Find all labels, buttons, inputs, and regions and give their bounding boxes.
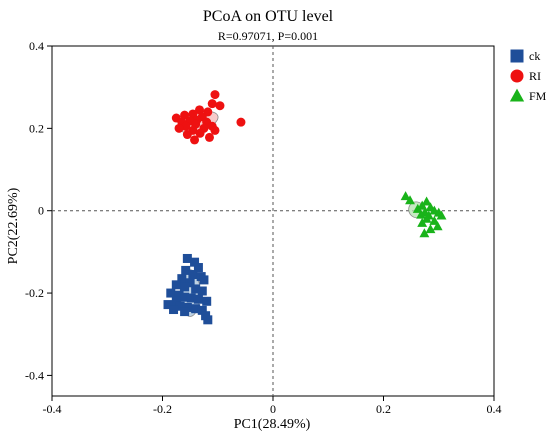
data-point-ck bbox=[180, 307, 190, 317]
data-point-ck bbox=[191, 284, 201, 294]
data-point-ck bbox=[181, 265, 191, 275]
data-point-ck bbox=[177, 274, 187, 284]
data-point-ri bbox=[195, 128, 205, 138]
data-point-ck bbox=[182, 253, 192, 263]
data-point-fm bbox=[405, 195, 415, 205]
y-tick-label: -0.2 bbox=[25, 286, 44, 300]
data-point-ck bbox=[191, 304, 201, 314]
series-ri bbox=[171, 90, 246, 145]
x-axis-title: PC1(28.49%) bbox=[234, 417, 311, 432]
data-point-fm bbox=[419, 228, 430, 238]
data-point-ck bbox=[202, 296, 212, 306]
data-point-fm bbox=[421, 213, 432, 223]
chart-subtitle: R=0.97071, P=0.001 bbox=[218, 29, 318, 43]
data-point-ck bbox=[188, 270, 198, 280]
x-tick-label: 0.2 bbox=[376, 402, 391, 416]
data-point-fm bbox=[400, 191, 411, 201]
y-axis-title: PC2(22.69%) bbox=[6, 187, 21, 264]
chart-title: PCoA on OTU level bbox=[203, 8, 334, 25]
data-point-fm bbox=[429, 215, 440, 225]
y-tick-label: 0.4 bbox=[29, 39, 44, 53]
data-point-fm bbox=[432, 221, 443, 231]
data-point-ck bbox=[180, 292, 190, 302]
data-point-ck bbox=[163, 300, 173, 310]
data-point-ri bbox=[210, 90, 220, 100]
y-tick-label: 0.2 bbox=[29, 121, 44, 135]
legend-label-fm: FM bbox=[529, 89, 547, 103]
data-point-ri bbox=[210, 125, 220, 135]
legend-marker-ck bbox=[510, 49, 524, 63]
data-point-ri bbox=[174, 123, 184, 133]
data-point-ck bbox=[199, 275, 209, 285]
data-point-fm bbox=[425, 224, 436, 234]
data-point-ri bbox=[236, 117, 246, 127]
data-point-ri bbox=[215, 101, 225, 111]
data-point-fm bbox=[421, 196, 432, 206]
data-point-ck bbox=[171, 296, 181, 306]
data-point-ri bbox=[195, 105, 205, 115]
data-point-ck bbox=[185, 278, 195, 288]
data-point-ck bbox=[169, 305, 179, 315]
data-point-ck bbox=[190, 257, 200, 267]
data-point-ck bbox=[171, 280, 181, 290]
data-point-fm bbox=[412, 203, 423, 213]
legend: ck RI FM bbox=[509, 49, 547, 103]
y-tick-label: 0 bbox=[38, 204, 44, 218]
legend-label-ri: RI bbox=[529, 69, 541, 83]
data-point-ck bbox=[175, 301, 185, 311]
series-fm bbox=[400, 191, 447, 238]
data-point-ri bbox=[207, 99, 217, 109]
data-point-ck bbox=[193, 294, 203, 304]
data-point-ck bbox=[174, 290, 184, 300]
x-tick-label: -0.2 bbox=[153, 402, 172, 416]
data-point-ck bbox=[197, 305, 207, 315]
data-point-ck bbox=[166, 288, 176, 298]
data-point-fm bbox=[417, 200, 428, 210]
series-ck bbox=[163, 253, 213, 325]
data-point-ck bbox=[203, 315, 213, 325]
data-point-ri bbox=[182, 130, 192, 140]
data-point-ri bbox=[190, 135, 200, 145]
data-point-ck bbox=[180, 282, 190, 292]
data-point-ri bbox=[180, 110, 190, 120]
data-point-fm bbox=[417, 217, 428, 227]
data-point-ck bbox=[186, 293, 196, 303]
data-point-fm bbox=[416, 209, 427, 219]
data-point-fm bbox=[436, 210, 447, 220]
legend-marker-ri bbox=[510, 69, 524, 83]
data-point-ri bbox=[204, 132, 214, 142]
x-tick-label: -0.4 bbox=[43, 402, 62, 416]
x-tick-label: 0.4 bbox=[487, 402, 502, 416]
legend-label-ck: ck bbox=[529, 49, 540, 63]
x-tick-label: 0 bbox=[270, 402, 276, 416]
data-point-ck bbox=[193, 263, 203, 273]
plot-area: -0.4 -0.2 0 0.2 0.4 -0.4 -0.2 0 0.2 0.4 bbox=[25, 39, 502, 416]
legend-marker-fm bbox=[509, 88, 525, 102]
data-point-ck bbox=[197, 286, 207, 296]
y-tick-label: -0.4 bbox=[25, 368, 44, 382]
